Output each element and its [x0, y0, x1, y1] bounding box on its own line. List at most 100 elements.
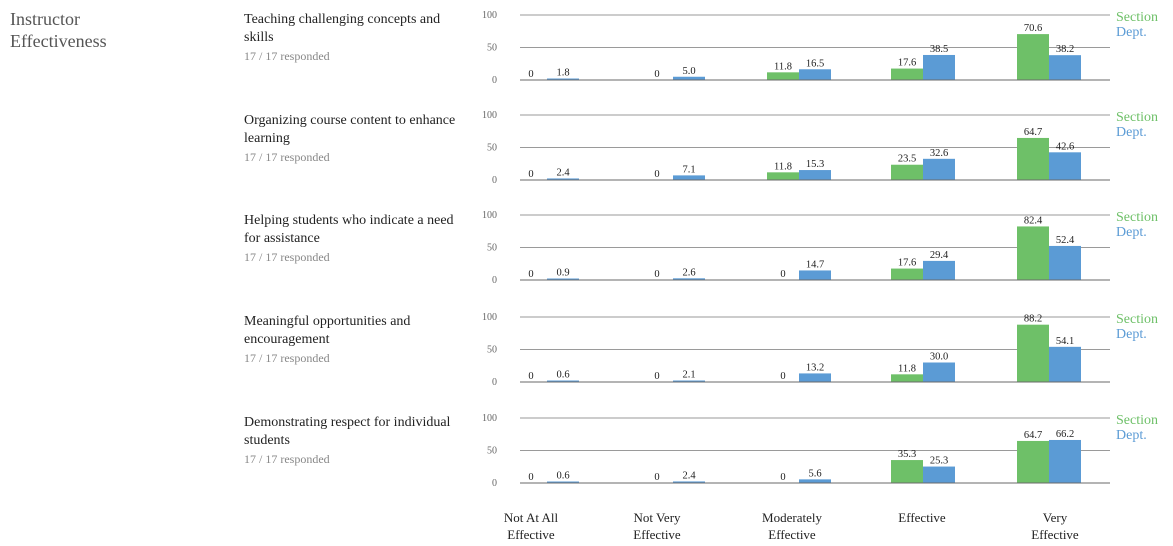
category-label: Very: [1043, 510, 1068, 525]
question-responded: 17 / 17 responded: [244, 250, 330, 264]
question-label-4: Meaningful opportunities and encourageme…: [244, 313, 469, 367]
section-value-label: 82.4: [1024, 215, 1043, 226]
question-title: Organizing course content to enhance lea…: [244, 113, 456, 146]
category-label: Effective: [768, 527, 816, 542]
dept-bar: [547, 78, 579, 80]
section-bar: [1017, 440, 1049, 483]
y-tick-label: 0: [492, 275, 497, 286]
section-bar: [891, 68, 923, 80]
category-label: Effective: [1031, 527, 1079, 542]
section-value-label: 0: [654, 169, 659, 180]
dept-value-label: 38.5: [930, 44, 948, 55]
section-value-label: 17.6: [898, 258, 916, 269]
dept-bar: [923, 362, 955, 382]
section-bar: [1017, 137, 1049, 180]
section-value-label: 64.7: [1024, 430, 1042, 441]
dept-bar: [799, 170, 831, 180]
dept-bar: [673, 175, 705, 180]
dept-value-label: 0.6: [556, 370, 569, 381]
dept-bar: [1049, 346, 1081, 382]
category-label: Not Very: [633, 510, 681, 525]
section-bar: [767, 72, 799, 80]
dept-value-label: 0.9: [556, 268, 569, 279]
dept-value-label: 14.7: [806, 259, 824, 270]
dept-value-label: 2.6: [682, 267, 695, 278]
dept-bar: [1049, 439, 1081, 483]
section-bar: [891, 268, 923, 280]
dept-bar: [673, 278, 705, 280]
dept-value-label: 1.8: [556, 68, 569, 79]
category-label: Effective: [633, 527, 681, 542]
question-title: Helping students who indicate a need for…: [244, 213, 454, 246]
section-value-label: 0: [780, 472, 785, 483]
dept-value-label: 2.1: [682, 370, 695, 381]
section-bar: [1017, 34, 1049, 80]
section-title: Instructor Effectiveness: [10, 8, 107, 52]
dept-value-label: 30.0: [930, 352, 948, 363]
dept-value-label: 7.1: [682, 164, 695, 175]
dept-value-label: 15.3: [806, 159, 824, 170]
section-value-label: 0: [654, 472, 659, 483]
category-label: Effective: [507, 527, 555, 542]
section-value-label: 64.7: [1024, 127, 1042, 138]
y-tick-label: 0: [492, 478, 497, 489]
dept-value-label: 52.4: [1056, 235, 1075, 246]
category-label: Effective: [898, 510, 946, 525]
legend-dept: Dept.: [1116, 25, 1147, 40]
category-label: Not At All: [504, 510, 559, 525]
section-title-line2: Effectiveness: [10, 31, 107, 51]
dept-bar: [547, 380, 579, 382]
dept-value-label: 2.4: [556, 167, 570, 178]
dept-value-label: 66.2: [1056, 429, 1074, 440]
y-tick-label: 100: [482, 312, 497, 323]
question-responded: 17 / 17 responded: [244, 150, 330, 164]
section-value-label: 0: [528, 371, 533, 382]
dept-bar: [923, 158, 955, 180]
dept-value-label: 5.6: [808, 468, 821, 479]
dept-bar: [547, 178, 579, 180]
section-value-label: 0: [654, 69, 659, 80]
section-value-label: 0: [654, 269, 659, 280]
y-tick-label: 100: [482, 210, 497, 221]
section-value-label: 11.8: [774, 161, 792, 172]
legend-dept: Dept.: [1116, 225, 1147, 240]
section-title-line1: Instructor: [10, 9, 80, 29]
y-tick-label: 50: [487, 446, 497, 457]
dept-bar: [547, 481, 579, 483]
legend-section: Section: [1116, 210, 1158, 225]
legend-section: Section: [1116, 312, 1158, 327]
dept-bar: [673, 380, 705, 382]
section-value-label: 35.3: [898, 449, 916, 460]
section-value-label: 0: [528, 269, 533, 280]
dept-value-label: 2.4: [682, 470, 696, 481]
dept-bar: [799, 69, 831, 80]
section-bar: [891, 164, 923, 180]
question-label-1: Teaching challenging concepts and skills…: [244, 11, 469, 65]
y-tick-label: 50: [487, 243, 497, 254]
legend-section: Section: [1116, 110, 1158, 125]
section-value-label: 0: [780, 269, 785, 280]
y-tick-label: 0: [492, 377, 497, 388]
section-value-label: 11.8: [774, 61, 792, 72]
dept-bar: [799, 479, 831, 483]
question-title: Demonstrating respect for individual stu…: [244, 415, 451, 448]
y-tick-label: 0: [492, 175, 497, 186]
question-label-5: Demonstrating respect for individual stu…: [244, 414, 469, 468]
question-title: Teaching challenging concepts and skills: [244, 12, 441, 45]
dept-bar: [1049, 55, 1081, 80]
legend-dept: Dept.: [1116, 327, 1147, 342]
dept-value-label: 32.6: [930, 148, 948, 159]
dept-value-label: 38.2: [1056, 44, 1074, 55]
section-value-label: 23.5: [898, 154, 916, 165]
question-responded: 17 / 17 responded: [244, 452, 330, 466]
question-label-2: Organizing course content to enhance lea…: [244, 112, 469, 166]
category-label: Moderately: [762, 510, 822, 525]
dept-bar: [1049, 152, 1081, 180]
y-tick-label: 100: [482, 10, 497, 21]
dept-value-label: 16.5: [806, 58, 824, 69]
legend-dept: Dept.: [1116, 428, 1147, 443]
y-tick-label: 100: [482, 413, 497, 424]
section-value-label: 88.2: [1024, 314, 1042, 325]
y-tick-label: 50: [487, 143, 497, 154]
